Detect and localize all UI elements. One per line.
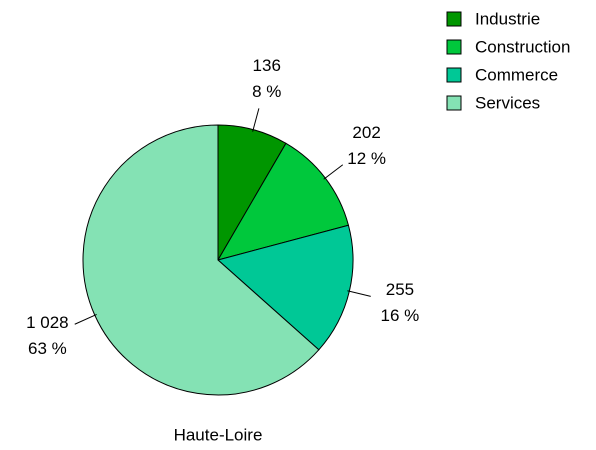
leader-line xyxy=(323,164,344,180)
leader-line xyxy=(74,313,97,325)
value-label: 136 xyxy=(253,56,281,75)
legend-label: Commerce xyxy=(475,65,558,84)
value-label: 1 028 xyxy=(26,313,69,332)
chart-title: Haute-Loire xyxy=(174,425,263,444)
legend-label: Industrie xyxy=(475,9,540,28)
legend-swatch xyxy=(446,11,462,27)
legend-label: Construction xyxy=(475,37,570,56)
legend-swatch xyxy=(446,95,462,111)
legend-label: Services xyxy=(475,93,540,112)
leader-line xyxy=(347,290,371,297)
legend-swatch xyxy=(446,39,462,55)
value-label: 255 xyxy=(386,280,414,299)
percent-label: 8 % xyxy=(252,82,281,101)
percent-label: 12 % xyxy=(347,149,386,168)
percent-label: 16 % xyxy=(381,306,420,325)
value-label: 202 xyxy=(352,123,380,142)
leader-line xyxy=(252,108,260,132)
legend-swatch xyxy=(446,67,462,83)
percent-label: 63 % xyxy=(28,339,67,358)
